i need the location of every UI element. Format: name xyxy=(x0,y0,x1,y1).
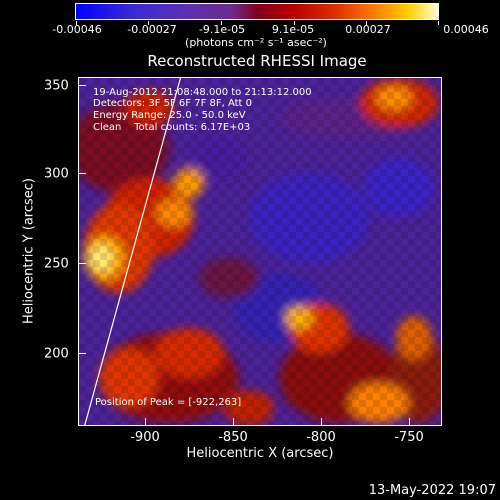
x-tick-label: -900 xyxy=(130,430,160,445)
plot-title: Reconstructed RHESSI Image xyxy=(147,52,367,70)
y-tick-mark xyxy=(78,353,86,354)
colorbar-tick-label: 0.00027 xyxy=(345,23,391,36)
colorbar-tick xyxy=(294,21,295,25)
y-tick-mark xyxy=(78,173,86,174)
x-tick-mark xyxy=(321,418,322,426)
y-axis-label: Heliocentric Y (arcsec) xyxy=(21,178,37,324)
y-tick-label: 300 xyxy=(44,166,69,182)
clean-counts-label: Clean Total counts: 6.17E+03 xyxy=(93,122,251,133)
y-tick-label: 200 xyxy=(44,346,69,362)
x-tick-label: -750 xyxy=(394,430,424,445)
x-tick-mark xyxy=(145,418,146,426)
colorbar-tick-label: -9.1e-05 xyxy=(198,23,246,36)
colorbar-units: (photons cm⁻² s⁻¹ asec⁻²) xyxy=(185,36,327,49)
footer-timestamp: 13-May-2022 19:07 xyxy=(368,483,496,498)
colorbar-tick-label: 0.00046 xyxy=(443,23,489,36)
rhessi-image-svg xyxy=(79,78,441,425)
colorbar xyxy=(75,3,439,25)
colorbar-tick xyxy=(148,21,149,25)
y-tick-mark xyxy=(78,85,86,86)
solar-limb-line xyxy=(84,78,182,425)
colorbar-tick-label: -0.00027 xyxy=(127,23,177,36)
colorbar-tick-label: -0.00046 xyxy=(52,23,102,36)
x-tick-label: -800 xyxy=(306,430,336,445)
x-tick-mark xyxy=(233,418,234,426)
colorbar-tick xyxy=(221,21,222,25)
y-tick-label: 350 xyxy=(44,78,69,94)
colorbar-tick xyxy=(76,21,77,25)
colorbar-tick xyxy=(366,21,367,25)
y-tick-label: 250 xyxy=(44,256,69,272)
y-tick-mark xyxy=(78,263,86,264)
x-tick-mark xyxy=(409,418,410,426)
x-axis-label: Heliocentric X (arcsec) xyxy=(186,446,334,461)
detectors-label: Detectors: 3F 5F 6F 7F 8F, Att 0 xyxy=(93,98,253,109)
energy-range-label: Energy Range: 25.0 - 50.0 keV xyxy=(93,110,246,121)
x-tick-label: -850 xyxy=(218,430,248,445)
colorbar-tick-label: 9.1e-05 xyxy=(271,23,315,36)
time-range-label: 19-Aug-2012 21:08:48.000 to 21:13:12.000 xyxy=(93,87,312,98)
colorbar-tick xyxy=(438,21,439,25)
peak-position-label: Position of Peak = [-922,263] xyxy=(95,397,242,408)
rhessi-image xyxy=(78,77,442,426)
